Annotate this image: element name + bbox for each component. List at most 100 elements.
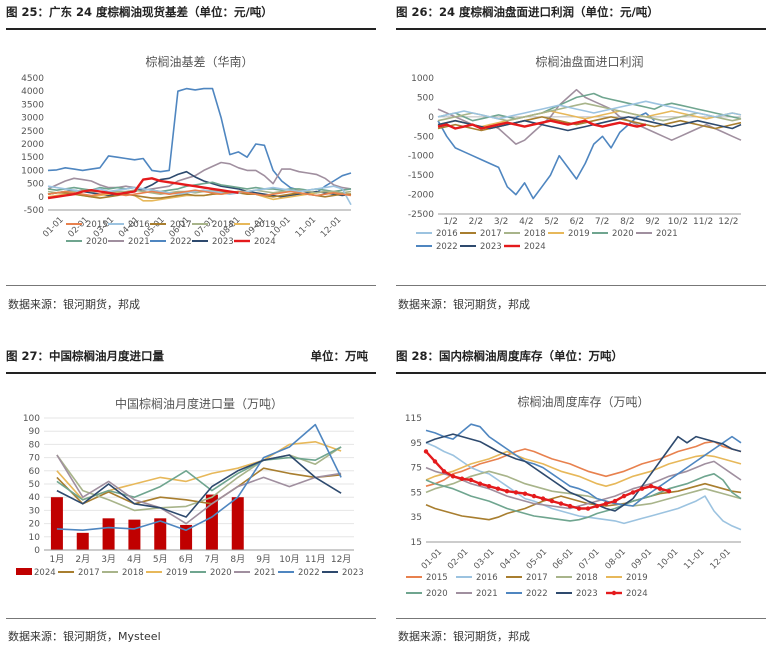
series-point-2024 [504,488,510,494]
x-tick-label: 8月 [230,554,245,565]
y-tick-label: 115 [405,414,422,424]
y-tick-label: -1000 [408,152,434,162]
x-tick-label: 04-01 [498,547,523,572]
legend-label-2022: 2022 [170,237,192,247]
y-tick-label: 2500 [21,127,44,137]
series-point-2024 [459,476,465,481]
series-line-2020 [425,473,742,522]
bar-2024-3月 [102,518,115,550]
series-point-2024 [585,506,591,511]
series-line-2024 [425,450,670,510]
x-tick-label: 3月 [101,554,116,565]
y-tick-label: -2500 [408,210,434,220]
x-tick-label: 01-01 [41,215,66,240]
series-line-2018 [425,470,742,507]
figure-25-bottom-rule [6,285,376,286]
series-point-2024 [450,474,456,479]
x-tick-label: 12-01 [708,547,733,572]
x-tick-label: 6月 [179,554,194,565]
y-tick-label: 90 [29,427,41,437]
y-tick-label: 1500 [21,153,44,163]
series-point-2024 [441,469,447,474]
y-tick-label: 500 [27,180,44,190]
legend-label-2018: 2018 [576,573,598,583]
series-point-2024 [567,503,573,509]
x-tick-label: 11-01 [682,547,707,572]
series-point-2024 [423,449,429,454]
series-point-2024 [495,486,501,491]
y-tick-label: 100 [23,414,40,424]
chart-title: 中国棕榈油月度进口量（万吨） [115,396,283,411]
legend-label-2023: 2023 [212,237,234,247]
series-line-2017 [56,467,342,505]
legend-label-2021: 2021 [254,568,276,578]
y-tick-label: 4500 [21,74,44,84]
x-tick-label: 10/2 [668,217,688,227]
x-tick-label: 09-01 [630,547,655,572]
legend-swatch-2024 [16,568,32,575]
x-tick-label: 10-01 [656,547,681,572]
series-line-2024 [47,177,239,200]
x-tick-label: 9月 [256,554,271,565]
legend-label-2020: 2020 [86,237,108,247]
y-tick-label: 95 [411,439,422,449]
series-line-2024 [437,119,647,130]
series-point-2024 [639,486,645,491]
x-tick-label: 4/2 [519,217,533,227]
series-line-2015 [425,440,742,487]
chart-title: 棕榈油盘面进口利润 [535,54,643,69]
legend-label-2020: 2020 [426,589,448,599]
legend-label-2019: 2019 [166,568,188,578]
legend-label-2019: 2019 [626,573,648,583]
x-tick-label: 9/2 [645,217,659,227]
series-point-2024 [531,493,537,499]
legend-label-2022: 2022 [298,568,320,578]
bar-2024-5月 [154,518,167,550]
series-point-2024 [486,484,492,489]
y-tick-label: 0 [38,193,44,203]
y-tick-label: 60 [29,467,41,477]
series-point-2024 [666,488,672,494]
series-line-2021 [425,460,742,510]
figure-27-title: 图 27：中国棕榈油月度进口量 [6,349,165,363]
y-tick-label: 0 [34,546,40,556]
legend-label-2024: 2024 [524,242,546,252]
legend-label-2018: 2018 [122,568,144,578]
series-point-2024 [576,506,582,511]
y-tick-label: 80 [29,440,41,450]
x-tick-label: 12月 [331,554,351,565]
legend-label-2021: 2021 [656,229,678,239]
series-point-2024 [549,498,555,504]
y-tick-label: -1500 [408,171,434,181]
figure-26-bottom-rule [396,285,766,286]
legend-label-2015: 2015 [426,573,448,583]
figure-26-chart: 棕榈油盘面进口利润 -2500 -2000 -1500 -1000 -500 0 500 100… [408,54,742,252]
legend-label-2017: 2017 [170,220,192,230]
x-tick-label: 11月 [305,554,325,565]
series-line-2023 [425,433,742,512]
x-tick-label: 7月 [205,554,220,565]
x-tick-label: 08-01 [603,547,628,572]
x-tick-label: 5/2 [544,217,558,227]
series-line-2015 [47,189,352,197]
y-tick-label: 500 [417,93,434,103]
y-tick-label: 70 [29,454,41,464]
series-line-2016 [437,100,742,120]
y-tick-label: 75 [411,464,422,474]
series-line-2021 [47,161,352,191]
x-tick-label: 11-01 [294,215,319,240]
legend-label-2018: 2018 [212,220,234,230]
bar-2024-6月 [180,524,193,550]
figure-27-panel: 图 27：中国棕榈油月度进口量 单位：万吨 中国棕榈油月度进口量（万吨） 0 10 2… [6,348,376,653]
x-tick-label: 06-01 [551,547,576,572]
bar-2024-1月 [50,497,63,550]
figure-28-title: 图 28：国内棕榈油周度库存（单位：万吨） [396,349,624,363]
series-line-2023 [437,116,742,132]
y-tick-label: -500 [24,206,45,216]
series-point-2024 [477,481,483,486]
series-point-2024 [468,477,474,483]
figure-25-top-rule [6,28,376,30]
legend-label-2021: 2021 [476,589,498,599]
x-tick-label: 12-01 [319,215,344,240]
x-tick-label: 8/2 [620,217,634,227]
